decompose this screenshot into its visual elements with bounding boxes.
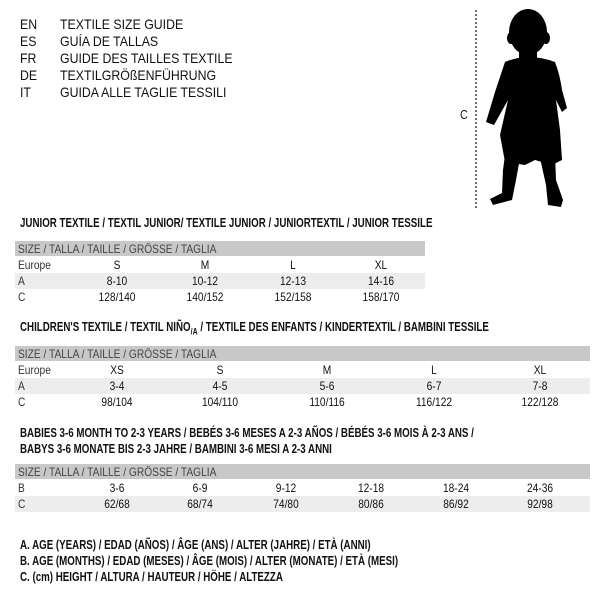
row-label: C [18, 497, 26, 511]
row-label: C [18, 395, 26, 409]
table-cell: 10-12 [191, 274, 219, 288]
children-size-table: SIZE / TALLA / TAILLE / GRÖSSE / TAGLIA … [15, 346, 590, 410]
table-row: C 62/68 68/74 74/80 80/86 86/92 92/98 [15, 496, 590, 512]
table-cell: L [431, 363, 437, 377]
table-cell: 6-7 [426, 379, 442, 393]
lang-code: FR [20, 50, 37, 66]
table-cell: 110/116 [309, 395, 345, 409]
babies-size-table: SIZE / TALLA / TAILLE / GRÖSSE / TAGLIA … [15, 464, 590, 512]
child-silhouette-icon [486, 9, 567, 207]
table-cell: 8-10 [106, 274, 128, 288]
row-label: B [18, 481, 25, 495]
title-text: CHILDREN'S TEXTILE / TEXTIL NIÑO [20, 320, 191, 334]
legend-item: A. AGE (YEARS) / EDAD (AÑOS) / ÂGE (ANS)… [20, 538, 371, 552]
row-label: C [18, 290, 26, 304]
table-row: A 3-4 4-5 5-6 6-7 7-8 [15, 378, 590, 394]
table-row: B 3-6 6-9 9-12 12-18 18-24 24-36 [15, 480, 590, 496]
table-cell: XS [110, 363, 124, 377]
title-subscript: /A [190, 326, 198, 337]
table-cell: XL [533, 363, 547, 377]
lang-title: TEXTILGRÖßENFÜHRUNG [60, 67, 217, 83]
table-cell: 152/158 [274, 290, 312, 304]
table-cell: 12-13 [279, 274, 307, 288]
table-cell: 3-6 [109, 481, 125, 495]
table-cell: 62/68 [104, 497, 130, 511]
table-header: SIZE / TALLA / TAILLE / GRÖSSE / TAGLIA [18, 465, 217, 479]
table-cell: 158/170 [362, 290, 400, 304]
table-cell: 7-8 [532, 379, 548, 393]
table-cell: 98/104 [101, 395, 133, 409]
table-row: A 8-10 10-12 12-13 14-16 [15, 273, 425, 289]
child-silhouette-figure [475, 9, 567, 208]
legend-item: B. AGE (MONTHS) / EDAD (MESES) / ÂGE (MO… [20, 554, 399, 568]
junior-size-table: SIZE / TALLA / TAILLE / GRÖSSE / TAGLIA … [15, 241, 425, 305]
table-row: Europe S M L XL [15, 257, 425, 273]
table-cell: M [200, 258, 210, 272]
lang-code: ES [20, 33, 37, 49]
table-cell: 128/140 [98, 290, 136, 304]
legend-item: C. (cm) HEIGHT / ALTURA / HAUTEUR / HÖHE… [20, 570, 283, 584]
children-section-title: CHILDREN'S TEXTILE / TEXTIL NIÑO/A / TEX… [20, 320, 489, 337]
table-row: Europe XS S M L XL [15, 362, 590, 378]
table-header: SIZE / TALLA / TAILLE / GRÖSSE / TAGLIA [18, 242, 217, 256]
table-row: C 128/140 140/152 152/158 158/170 [15, 289, 425, 305]
row-label: Europe [18, 258, 51, 272]
table-cell: 18-24 [442, 481, 470, 495]
lang-title: TEXTILE SIZE GUIDE [60, 16, 184, 32]
lang-code: EN [20, 16, 38, 32]
table-header-row: SIZE / TALLA / TAILLE / GRÖSSE / TAGLIA [15, 241, 425, 256]
table-cell: S [113, 258, 121, 272]
table-cell: L [290, 258, 296, 272]
table-header-row: SIZE / TALLA / TAILLE / GRÖSSE / TAGLIA [15, 464, 590, 479]
table-cell: 140/152 [186, 290, 224, 304]
table-cell: S [216, 363, 224, 377]
lang-title: GUÍA DE TALLAS [60, 33, 159, 49]
lang-code: IT [20, 84, 31, 100]
row-label: A [18, 379, 25, 393]
table-cell: 74/80 [273, 497, 299, 511]
table-cell: 24-36 [526, 481, 554, 495]
babies-section-title: BABYS 3-6 MONATE BIS 2-3 JAHRE / BAMBINI… [20, 442, 332, 456]
table-cell: 6-9 [192, 481, 208, 495]
table-cell: 9-12 [275, 481, 297, 495]
table-cell: 92/98 [527, 497, 553, 511]
lang-code: DE [20, 67, 38, 83]
table-header-row: SIZE / TALLA / TAILLE / GRÖSSE / TAGLIA [15, 346, 590, 361]
table-cell: M [322, 363, 332, 377]
table-cell: 104/110 [201, 395, 239, 409]
table-cell: 5-6 [319, 379, 335, 393]
table-cell: 122/128 [521, 395, 559, 409]
measure-label: C [460, 108, 468, 122]
table-cell: 12-18 [357, 481, 385, 495]
babies-section-title: BABIES 3-6 MONTH TO 2-3 YEARS / BEBÉS 3-… [20, 426, 474, 440]
lang-title: GUIDE DES TAILLES TEXTILE [60, 50, 233, 66]
title-text: / TEXTILE DES ENFANTS / KINDERTEXTIL / B… [197, 320, 489, 334]
table-row: C 98/104 104/110 110/116 116/122 122/128 [15, 394, 590, 410]
table-cell: XL [374, 258, 388, 272]
junior-section-title: JUNIOR TEXTILE / TEXTIL JUNIOR/ TEXTILE … [20, 216, 433, 230]
table-cell: 116/122 [415, 395, 453, 409]
table-cell: 4-5 [212, 379, 228, 393]
table-cell: 86/92 [443, 497, 469, 511]
table-cell: 14-16 [367, 274, 395, 288]
row-label: A [18, 274, 25, 288]
table-header: SIZE / TALLA / TAILLE / GRÖSSE / TAGLIA [18, 347, 217, 361]
table-cell: 3-4 [109, 379, 125, 393]
row-label: Europe [18, 363, 51, 377]
table-cell: 80/86 [358, 497, 384, 511]
lang-title: GUIDA ALLE TAGLIE TESSILI [60, 84, 227, 100]
table-cell: 68/74 [187, 497, 213, 511]
